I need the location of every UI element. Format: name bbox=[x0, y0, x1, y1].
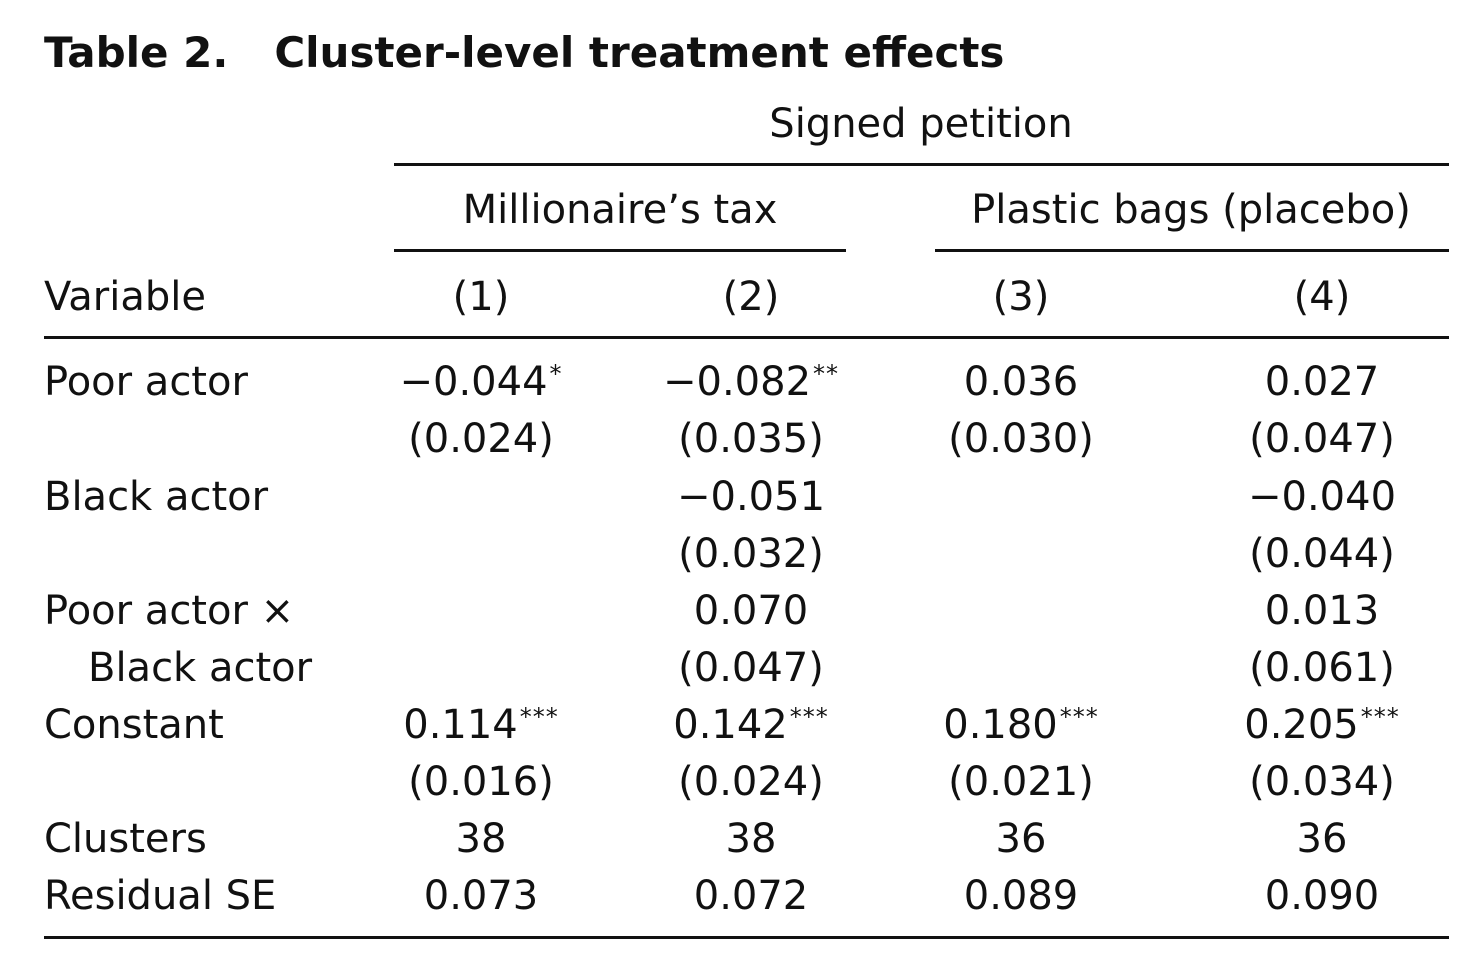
stat-label: Clusters bbox=[44, 816, 207, 862]
coef-value: 0.036 bbox=[963, 359, 1079, 405]
se-cell: (0.024) bbox=[408, 416, 554, 462]
coef-cell: −0.082** bbox=[663, 362, 839, 402]
spanner-header: Signed petition bbox=[769, 101, 1073, 147]
se-cell: (0.024) bbox=[678, 759, 824, 805]
coef-cell: 0.180*** bbox=[943, 705, 1099, 745]
table-title-text: Cluster-level treatment effects bbox=[274, 28, 1005, 77]
group-header-1: Millionaire’s tax bbox=[462, 187, 778, 233]
coef-cell: 0.142*** bbox=[673, 705, 829, 745]
row-label: Black actor bbox=[44, 474, 269, 520]
coef-cell: 0.114*** bbox=[403, 705, 559, 745]
stat-cell: 36 bbox=[995, 816, 1047, 862]
coef-cell: −0.040 bbox=[1248, 477, 1396, 517]
significance-stars: *** bbox=[789, 703, 829, 731]
coef-value: 0.205 bbox=[1244, 702, 1359, 748]
row-label: Poor actor bbox=[44, 359, 248, 405]
coef-cell: 0.205*** bbox=[1244, 705, 1400, 745]
stat-cell: 38 bbox=[725, 816, 777, 862]
bottom-rule bbox=[44, 936, 1449, 939]
table-title: Table 2. Cluster-level treatment effects bbox=[44, 32, 1004, 74]
column-header-4: (4) bbox=[1293, 274, 1351, 320]
coef-value: 0.114 bbox=[403, 702, 518, 748]
coef-cell: 0.013 bbox=[1265, 591, 1380, 631]
table-number: Table 2. bbox=[44, 28, 229, 77]
column-header-1: (1) bbox=[452, 274, 510, 320]
coef-cell: 0.036 bbox=[964, 362, 1079, 402]
stat-cell: 0.073 bbox=[423, 873, 539, 919]
group-header-2: Plastic bags (placebo) bbox=[971, 187, 1411, 233]
stat-cell: 0.072 bbox=[693, 873, 809, 919]
se-cell: (0.044) bbox=[1249, 531, 1395, 577]
coef-value: 0.142 bbox=[673, 702, 788, 748]
column-header-3: (3) bbox=[992, 274, 1050, 320]
coef-value: −0.044 bbox=[399, 359, 548, 405]
spanner-rule bbox=[394, 163, 1449, 166]
se-cell: (0.021) bbox=[948, 759, 1094, 805]
se-cell: (0.061) bbox=[1249, 645, 1395, 691]
coef-value: 0.027 bbox=[1264, 359, 1380, 405]
coef-value: −0.051 bbox=[676, 474, 826, 520]
stat-cell: 36 bbox=[1296, 816, 1348, 862]
se-cell: (0.016) bbox=[408, 759, 554, 805]
header-rule bbox=[44, 336, 1449, 339]
coef-value: 0.013 bbox=[1264, 588, 1380, 634]
variable-header: Variable bbox=[44, 274, 206, 320]
significance-stars: *** bbox=[1360, 703, 1400, 731]
stat-label: Residual SE bbox=[44, 873, 277, 919]
column-header-2: (2) bbox=[722, 274, 780, 320]
se-cell: (0.032) bbox=[678, 531, 824, 577]
stat-cell: 0.089 bbox=[963, 873, 1079, 919]
coef-value: −0.082 bbox=[662, 359, 812, 405]
significance-stars: *** bbox=[519, 703, 559, 731]
coef-value: 0.180 bbox=[943, 702, 1058, 748]
se-cell: (0.035) bbox=[678, 416, 824, 462]
se-cell: (0.047) bbox=[1249, 416, 1395, 462]
group-rule-1 bbox=[394, 249, 846, 252]
row-label: Constant bbox=[44, 702, 224, 748]
coef-cell: 0.070 bbox=[694, 591, 809, 631]
se-cell: (0.030) bbox=[948, 416, 1094, 462]
significance-stars: * bbox=[549, 360, 563, 388]
se-cell: (0.034) bbox=[1249, 759, 1395, 805]
row-label-continuation: Black actor bbox=[88, 645, 313, 691]
coef-cell: −0.051 bbox=[677, 477, 825, 517]
coef-cell: 0.027 bbox=[1265, 362, 1380, 402]
coef-value: −0.040 bbox=[1247, 474, 1397, 520]
stat-cell: 38 bbox=[455, 816, 507, 862]
row-label: Poor actor × bbox=[44, 588, 295, 634]
stat-cell: 0.090 bbox=[1264, 873, 1380, 919]
significance-stars: ** bbox=[813, 360, 840, 388]
coef-cell: −0.044* bbox=[399, 362, 562, 402]
se-cell: (0.047) bbox=[678, 645, 824, 691]
significance-stars: *** bbox=[1059, 703, 1099, 731]
group-rule-2 bbox=[935, 249, 1449, 252]
coef-value: 0.070 bbox=[693, 588, 809, 634]
